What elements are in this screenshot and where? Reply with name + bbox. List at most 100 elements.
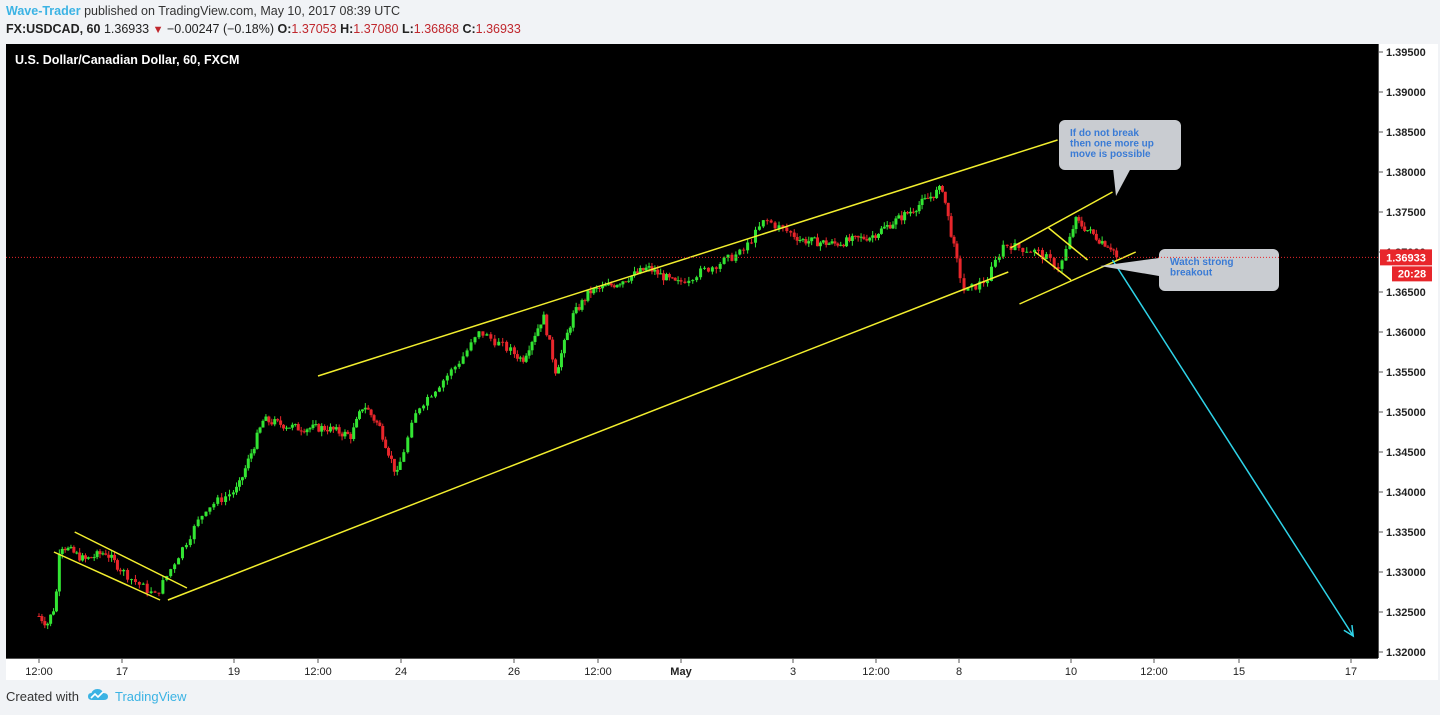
projection-arrow-line[interactable] bbox=[1111, 259, 1354, 637]
wedge-upper-line[interactable] bbox=[1010, 191, 1113, 249]
candle-body bbox=[1097, 239, 1101, 244]
candle-body bbox=[795, 236, 799, 241]
candle-body bbox=[57, 553, 61, 592]
candle-body bbox=[243, 468, 247, 478]
candle-body bbox=[929, 196, 933, 199]
y-tick-label: 1.36000 bbox=[1386, 327, 1426, 339]
candle-body bbox=[900, 215, 904, 221]
candle-body bbox=[586, 290, 590, 301]
author-link[interactable]: Wave-Trader bbox=[6, 4, 81, 18]
candle-body bbox=[638, 267, 642, 273]
candle-body bbox=[378, 422, 382, 426]
flag-upper-line[interactable] bbox=[74, 531, 188, 589]
candle-body bbox=[726, 254, 730, 258]
candle-body bbox=[949, 216, 953, 237]
candle-body bbox=[524, 355, 528, 362]
publish-info: Wave-Trader published on TradingView.com… bbox=[6, 4, 400, 18]
candle-body bbox=[571, 313, 575, 328]
candle-body bbox=[653, 269, 657, 272]
candle-body bbox=[287, 427, 291, 429]
candle-body bbox=[137, 581, 141, 585]
candle-body bbox=[801, 239, 805, 241]
candle-body bbox=[228, 494, 232, 497]
candle-body bbox=[850, 235, 854, 242]
tradingview-link[interactable]: TradingView bbox=[114, 689, 187, 704]
candle-body bbox=[402, 452, 406, 462]
projection-arrowhead-icon bbox=[1343, 624, 1355, 638]
candle-body bbox=[781, 225, 785, 228]
candle-body bbox=[204, 511, 208, 516]
x-tick-label: 10 bbox=[1065, 666, 1077, 678]
candle-body bbox=[395, 469, 399, 472]
open-value: 1.37053 bbox=[291, 22, 337, 36]
y-tick-label: 1.34000 bbox=[1386, 487, 1426, 499]
candle-body bbox=[865, 239, 869, 241]
down-arrow-icon: ▼ bbox=[152, 24, 164, 36]
close-value: 1.36933 bbox=[475, 22, 521, 36]
flag-lower-line[interactable] bbox=[53, 551, 161, 601]
candle-body bbox=[43, 621, 47, 626]
candle-body bbox=[331, 426, 335, 430]
candle-body bbox=[485, 334, 489, 336]
candle-body bbox=[60, 548, 64, 554]
candle-body bbox=[722, 257, 726, 264]
candle-body bbox=[1080, 220, 1084, 227]
callout-text: Watch strong bbox=[1170, 257, 1234, 268]
channel-upper-line[interactable] bbox=[317, 139, 1058, 377]
candle-body bbox=[161, 580, 165, 594]
candle-body bbox=[952, 236, 956, 244]
candle-body bbox=[264, 416, 268, 421]
candle-body bbox=[710, 267, 714, 272]
candle-body bbox=[389, 455, 393, 459]
candle-body bbox=[888, 225, 892, 229]
candle-body bbox=[943, 191, 947, 203]
candle-body bbox=[305, 429, 309, 433]
candle-body bbox=[406, 437, 410, 453]
candle-body bbox=[750, 242, 754, 244]
x-tick-label: 12:00 bbox=[25, 666, 53, 678]
callout-pointer bbox=[1100, 258, 1159, 276]
wedge-lower-line[interactable] bbox=[1019, 251, 1137, 305]
candle-body bbox=[188, 539, 192, 546]
y-tick-label: 1.34500 bbox=[1386, 447, 1426, 459]
candle-body bbox=[49, 614, 53, 624]
countdown-badge bbox=[1392, 266, 1432, 282]
candle-body bbox=[46, 623, 50, 626]
candle-body bbox=[777, 225, 781, 229]
candle-body bbox=[989, 266, 993, 281]
x-tick-label: 24 bbox=[395, 666, 407, 678]
candle-body bbox=[358, 411, 361, 419]
candle-body bbox=[903, 212, 907, 221]
candle-body bbox=[387, 447, 391, 456]
candle-body bbox=[664, 274, 668, 281]
candle-body bbox=[433, 391, 437, 397]
candle-body bbox=[773, 222, 777, 229]
candle-body bbox=[349, 433, 353, 440]
candle-body bbox=[769, 220, 773, 223]
candle-body bbox=[917, 204, 921, 212]
x-tick-label: 12:00 bbox=[304, 666, 332, 678]
channel-lower-line[interactable] bbox=[167, 271, 1009, 601]
pennant-lower-line[interactable] bbox=[1034, 251, 1072, 281]
candle-body bbox=[565, 332, 569, 341]
candle-body bbox=[908, 211, 912, 214]
high-value: 1.37080 bbox=[353, 22, 399, 36]
last-price: 1.36933 bbox=[103, 22, 150, 36]
pennant-upper-line[interactable] bbox=[1048, 227, 1089, 261]
candle-body bbox=[216, 497, 220, 504]
candle-body bbox=[1017, 243, 1021, 248]
candle-body bbox=[1077, 217, 1081, 221]
candle-body bbox=[320, 426, 324, 432]
candle-body bbox=[52, 611, 56, 615]
candle-body bbox=[871, 235, 875, 238]
candle-body bbox=[473, 337, 477, 343]
candle-body bbox=[885, 225, 889, 227]
candle-body bbox=[574, 307, 578, 314]
candle-body bbox=[122, 569, 126, 572]
x-tick-label: 17 bbox=[1345, 666, 1357, 678]
candle-body bbox=[609, 283, 613, 286]
last-price-badge bbox=[1380, 249, 1432, 266]
